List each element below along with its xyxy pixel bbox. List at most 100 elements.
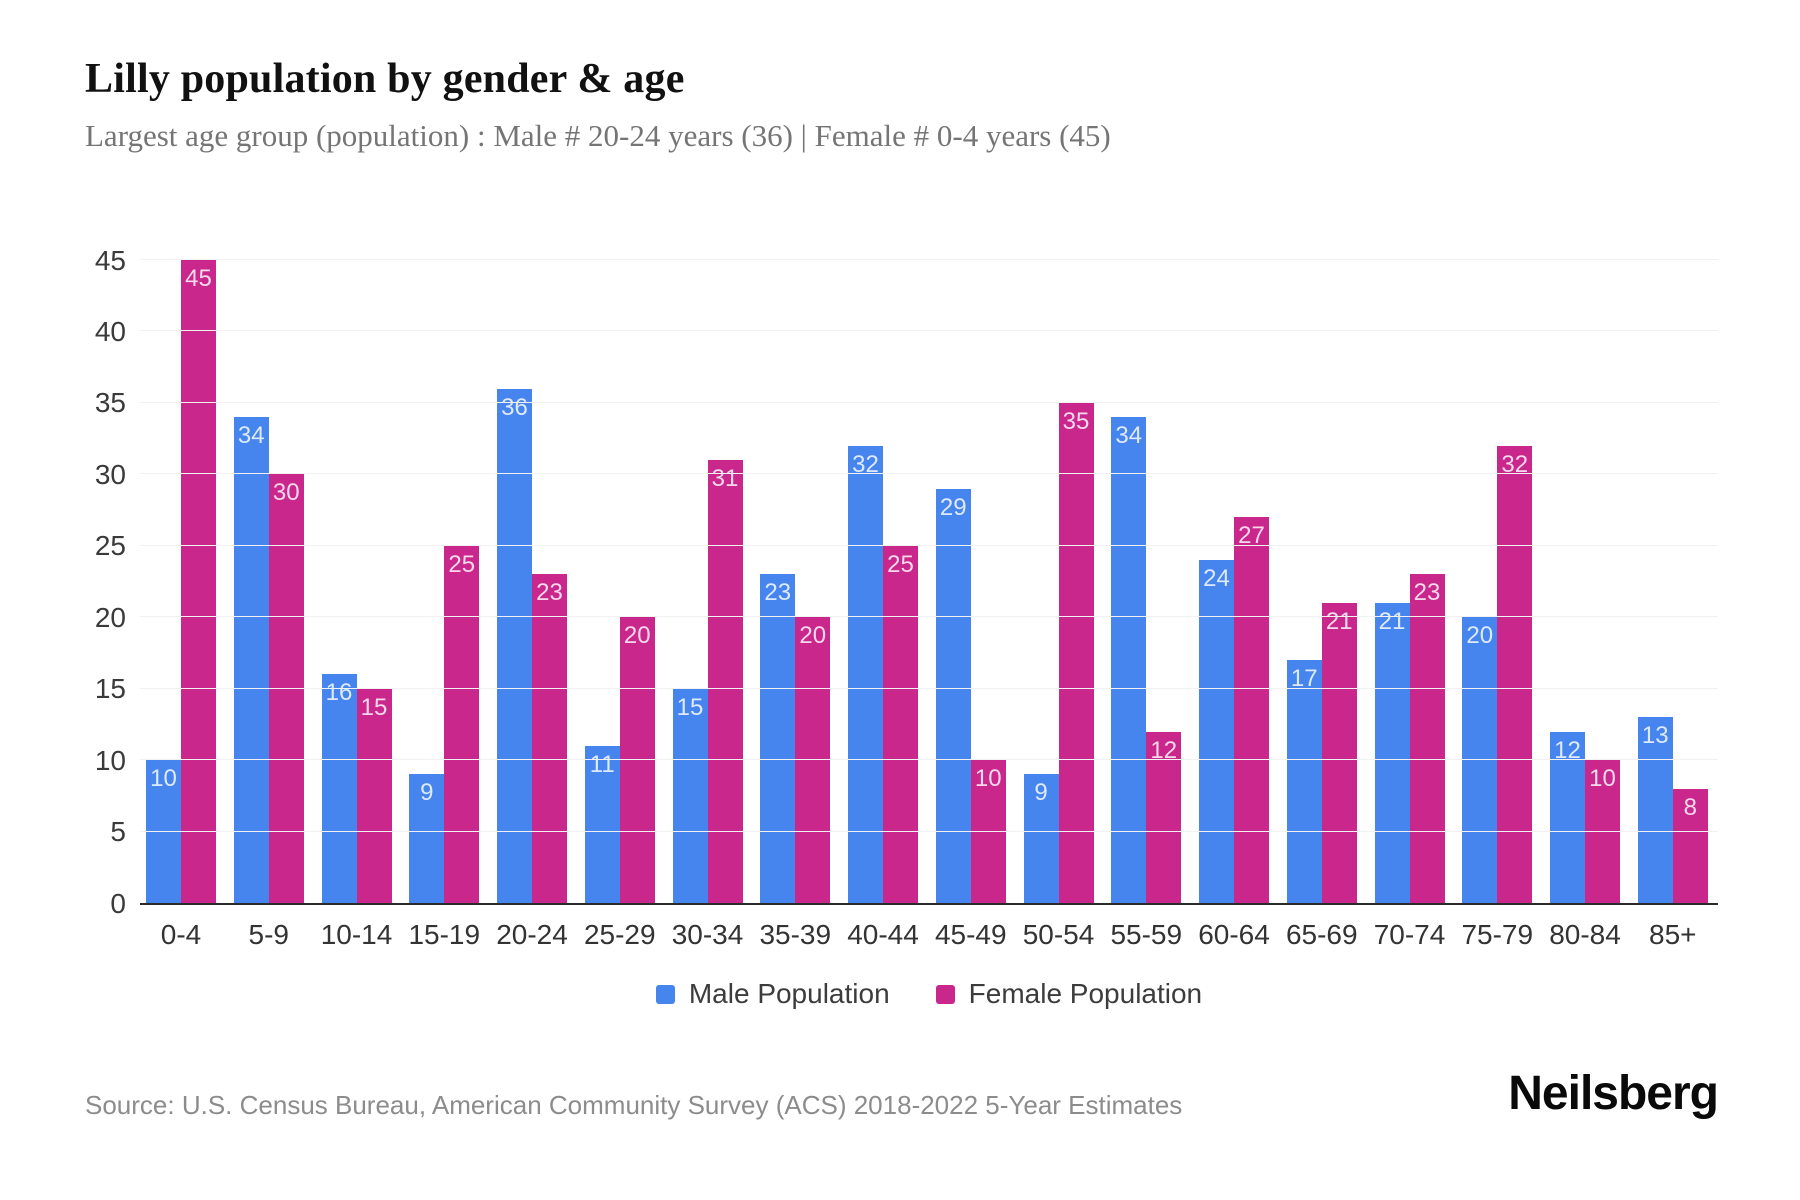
bar-male: 36 [497, 388, 532, 903]
bar-value-label: 30 [272, 479, 300, 507]
x-tick-label: 5-9 [248, 919, 289, 950]
x-axis-line [140, 903, 1718, 905]
bar-value-label: 10 [974, 765, 1002, 793]
bar-value-label: 20 [799, 622, 827, 650]
bar-value-label: 35 [1062, 407, 1090, 435]
gridline [140, 830, 1718, 832]
bar-male: 12 [1550, 731, 1585, 903]
bar-female: 8 [1672, 788, 1708, 903]
chart-subtitle: Largest age group (population) : Male # … [85, 118, 1111, 153]
x-tick-label: 30-34 [671, 919, 744, 950]
bar-value-label: 12 [1554, 736, 1581, 764]
x-tick-label: 0-4 [160, 919, 202, 950]
legend-label: Male Population [688, 978, 890, 1009]
x-tick-label: 50-54 [1022, 919, 1095, 950]
x-tick-label: 35-39 [759, 919, 832, 950]
x-tick-label: 25-29 [583, 919, 656, 950]
bar-group-35-39: 23 20 35-39 [759, 260, 831, 950]
male-swatch-icon [655, 984, 675, 1004]
bar-female: 10 [1585, 760, 1620, 903]
bar-group-30-34: 15 31 30-34 [672, 260, 743, 950]
bar-value-label: 16 [325, 679, 353, 707]
bar-value-label: 31 [711, 465, 739, 493]
x-tick-label: 10-14 [320, 919, 393, 950]
bar-male: 11 [584, 745, 620, 903]
legend-item-male[interactable]: Male Population [655, 978, 890, 1010]
bar-group-70-74: 21 23 70-74 [1374, 260, 1445, 950]
x-tick-label: 75-79 [1461, 919, 1534, 950]
bar-group-65-69: 17 21 65-69 [1286, 260, 1358, 950]
bar-value-label: 20 [623, 622, 651, 650]
bar-group-15-19: 9 25 15-19 [408, 260, 480, 950]
x-tick-label: 55-59 [1110, 919, 1183, 950]
brand-logo: Neilsberg [1508, 1067, 1719, 1120]
bar-female: 30 [268, 474, 304, 903]
y-tick-label: 20 [94, 601, 126, 633]
x-tick-label: 15-19 [408, 919, 481, 950]
x-tick-label: 40-44 [847, 919, 919, 950]
bar-value-label: 17 [1290, 665, 1318, 693]
bar-value-label: 15 [360, 693, 388, 721]
bar-group-80-84: 12 10 80-84 [1549, 260, 1621, 950]
bar-value-label: 23 [764, 579, 792, 607]
x-tick-label: 20-24 [496, 919, 568, 950]
gridline [140, 401, 1718, 403]
bar-male: 29 [935, 488, 971, 903]
gridline [140, 544, 1718, 546]
bar-value-label: 32 [1501, 450, 1529, 478]
bar-male: 34 [233, 417, 269, 903]
bar-groups: 10 45 0-4 34 30 5-9 16 15 10-14 9 25 15-19 36 23 20-24… [146, 260, 1708, 950]
bar-female: 23 [532, 574, 567, 903]
bar-male: 16 [321, 674, 357, 903]
bar-value-label: 27 [1238, 522, 1265, 550]
bar-female: 15 [356, 688, 392, 903]
bar-group-5-9: 34 30 5-9 [233, 260, 304, 950]
bar-male: 9 [1023, 774, 1059, 903]
bar-female: 12 [1146, 731, 1182, 903]
bar-value-label: 10 [150, 765, 177, 793]
y-tick-label: 40 [94, 315, 126, 347]
bar-value-label: 9 [420, 779, 434, 807]
bar-female: 23 [1409, 574, 1445, 903]
bar-female: 45 [181, 260, 216, 903]
y-tick-label: 35 [94, 387, 126, 419]
legend-label: Female Population [968, 978, 1203, 1009]
legend-item-female[interactable]: Female Population [935, 978, 1203, 1010]
bar-male: 23 [760, 574, 796, 903]
bar-group-40-44: 32 25 40-44 [847, 260, 919, 950]
bar-male: 21 [1374, 602, 1410, 903]
bar-value-label: 13 [1641, 722, 1669, 750]
bar-value-label: 15 [676, 693, 704, 721]
bar-value-label: 12 [1150, 736, 1178, 764]
y-tick-label: 5 [110, 816, 126, 848]
bar-male: 32 [848, 445, 883, 903]
bar-value-label: 36 [501, 393, 528, 421]
bar-value-label: 9 [1034, 779, 1048, 807]
plot-area: 10 45 0-4 34 30 5-9 16 15 10-14 9 25 15-19 36 23 20-24… [95, 245, 1718, 950]
x-tick-label: 45-49 [934, 919, 1007, 950]
bar-value-label: 29 [939, 493, 967, 521]
x-tick-label: 70-74 [1373, 919, 1446, 950]
bar-value-label: 8 [1683, 793, 1697, 821]
y-tick-label: 30 [94, 458, 126, 490]
bar-group-45-49: 29 10 45-49 [935, 260, 1007, 950]
bar-group-20-24: 36 23 20-24 [496, 260, 568, 950]
legend: Male Population Female Population [140, 978, 1718, 1010]
bar-group-55-59: 34 12 55-59 [1110, 260, 1182, 950]
bar-value-label: 21 [1378, 607, 1406, 635]
bar-female: 21 [1321, 602, 1357, 903]
female-swatch-icon [935, 984, 955, 1004]
x-tick-label: 85+ [1649, 919, 1697, 950]
bar-value-label: 25 [887, 550, 914, 578]
source-note: Source: U.S. Census Bureau, American Com… [85, 1090, 1183, 1120]
bar-value-label: 45 [185, 265, 212, 292]
bar-value-label: 24 [1203, 565, 1230, 593]
gridline [140, 759, 1718, 761]
bar-value-label: 20 [1466, 622, 1494, 650]
bar-female: 35 [1058, 402, 1094, 903]
y-tick-label: 45 [94, 244, 126, 276]
bar-group-0-4: 10 45 0-4 [146, 260, 216, 950]
bar-male: 9 [409, 774, 445, 903]
bar-value-label: 23 [1413, 579, 1441, 607]
